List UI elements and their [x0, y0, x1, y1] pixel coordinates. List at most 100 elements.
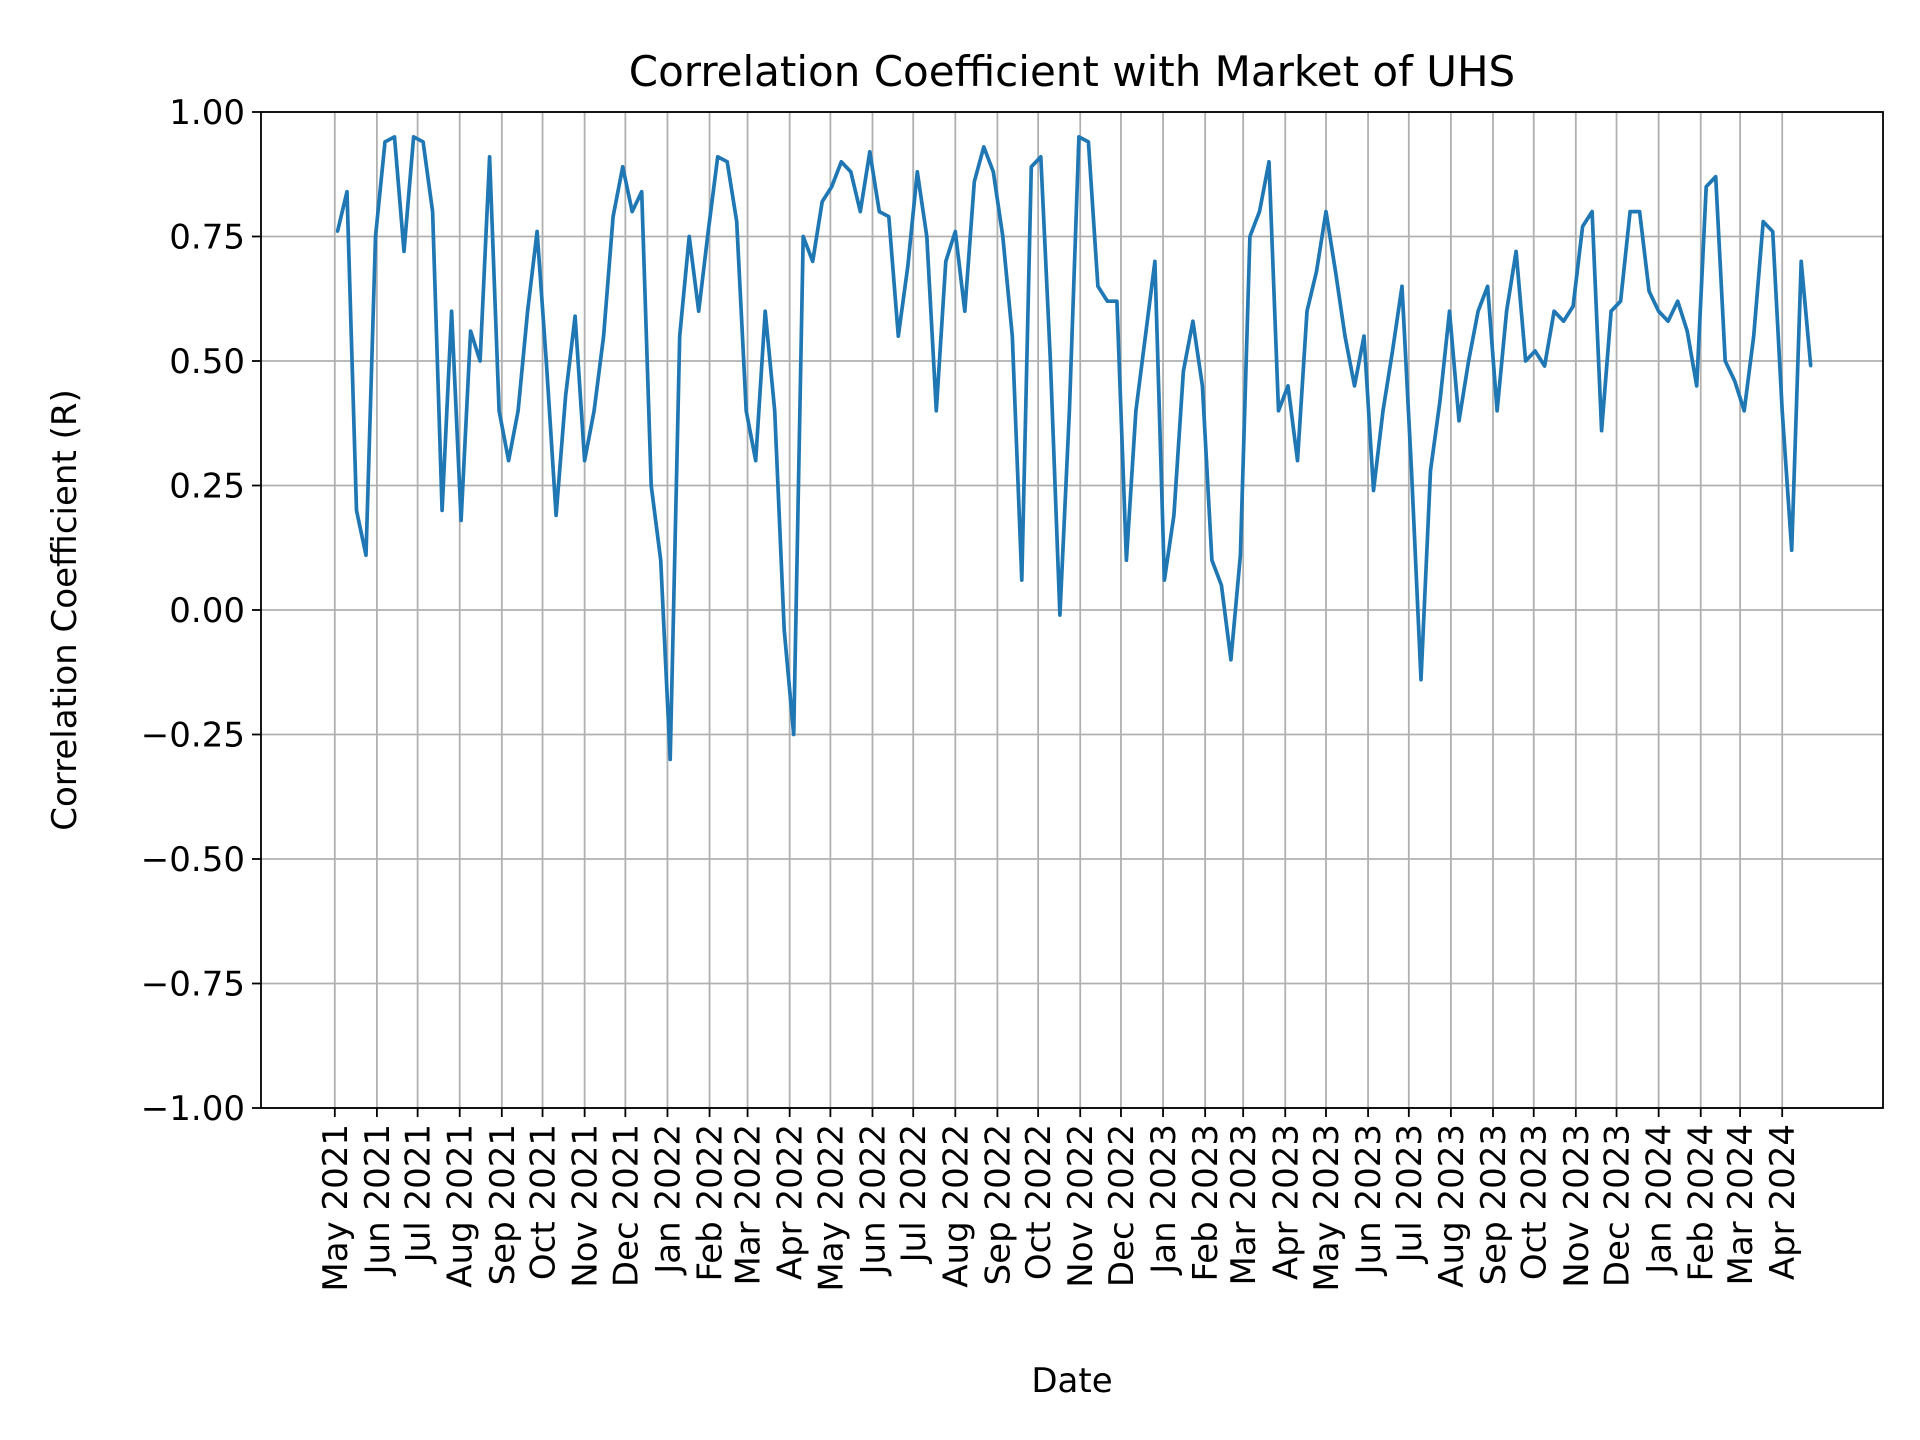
data-point [554, 513, 558, 517]
data-point [1448, 309, 1452, 313]
x-tick-label: Sep 2021 [483, 1124, 523, 1285]
data-point [678, 334, 682, 338]
data-point [697, 309, 701, 313]
y-axis-label: Correlation Coefficient (R) [45, 389, 85, 831]
data-point [668, 757, 672, 761]
x-tick-label: Jul 2021 [399, 1124, 439, 1264]
x-tick-label: Oct 2021 [524, 1124, 564, 1280]
data-point [1695, 384, 1699, 388]
data-point [896, 334, 900, 338]
data-point [1780, 409, 1784, 413]
y-tick-label: −0.75 [141, 965, 245, 1005]
data-point [1001, 235, 1005, 238]
data-point [611, 215, 615, 219]
data-point [944, 259, 948, 263]
data-point [1286, 384, 1290, 388]
data-point [744, 409, 748, 413]
data-point [953, 230, 957, 234]
data-point [773, 409, 777, 413]
x-tick-label: Jun 2021 [358, 1124, 398, 1276]
data-point [1495, 409, 1499, 413]
data-point [849, 170, 853, 174]
data-point [374, 235, 378, 238]
data-point [469, 329, 473, 333]
data-point [535, 230, 539, 234]
data-point [1172, 513, 1176, 517]
x-tick-label: Jan 2022 [648, 1124, 688, 1276]
data-point [602, 334, 606, 338]
x-tick-label: Nov 2023 [1557, 1124, 1597, 1288]
x-tick-label: Feb 2024 [1682, 1124, 1722, 1282]
data-point [450, 309, 454, 313]
y-tick-label: 0.75 [169, 218, 245, 258]
data-point [1077, 135, 1081, 139]
data-point [801, 235, 805, 238]
data-point [1276, 409, 1280, 413]
data-point [830, 185, 834, 189]
data-point [1467, 359, 1471, 363]
x-tick-label: Aug 2022 [936, 1124, 976, 1288]
x-tick-label: Jun 2023 [1349, 1124, 1389, 1276]
data-point [1143, 334, 1147, 338]
data-point [1666, 319, 1670, 323]
x-tick-label: Feb 2023 [1186, 1124, 1226, 1282]
data-point [1419, 678, 1423, 682]
data-point [877, 210, 881, 214]
data-point [488, 155, 492, 159]
data-point [1543, 364, 1547, 368]
data-point [526, 309, 530, 313]
data-point [1410, 469, 1414, 473]
data-point [1372, 488, 1376, 492]
data-point [1391, 349, 1395, 353]
data-point [1552, 309, 1556, 313]
data-point [1115, 299, 1119, 303]
data-point [972, 180, 976, 184]
data-point [1771, 230, 1775, 234]
y-tick-label: 0.00 [169, 591, 245, 631]
data-point [925, 235, 929, 238]
data-point [507, 459, 511, 463]
data-point [1571, 304, 1575, 308]
series-line [335, 135, 1813, 762]
data-point [716, 155, 720, 159]
data-point [1714, 175, 1718, 179]
data-point [1248, 235, 1252, 238]
data-point [640, 190, 644, 194]
x-tick-label: Oct 2023 [1515, 1124, 1555, 1280]
data-point [1590, 210, 1594, 214]
data-point [792, 733, 796, 736]
data-point [1191, 319, 1195, 323]
data-point [820, 200, 824, 204]
data-point [1619, 299, 1623, 303]
data-point [915, 170, 919, 174]
data-point [1048, 359, 1052, 363]
data-point [545, 364, 549, 368]
data-point [1105, 299, 1109, 303]
data-point [1267, 160, 1271, 164]
data-point [1704, 185, 1708, 189]
data-point [1124, 558, 1128, 562]
data-point [1685, 329, 1689, 333]
x-tick-label: Sep 2023 [1474, 1124, 1514, 1285]
data-point [1457, 419, 1461, 423]
data-point [1429, 469, 1433, 473]
x-tick-label: Jul 2023 [1390, 1124, 1430, 1264]
data-point [630, 210, 634, 214]
data-point [1761, 220, 1765, 224]
y-tick-label: 1.00 [169, 93, 245, 133]
data-point [1505, 309, 1509, 313]
data-point [1486, 284, 1490, 288]
data-point [963, 309, 967, 313]
data-point [1181, 369, 1185, 373]
data-point [421, 140, 425, 144]
data-point [1476, 309, 1480, 313]
data-point [1333, 269, 1337, 273]
x-tick-label: Sep 2022 [978, 1124, 1018, 1285]
data-point [1343, 334, 1347, 338]
data-point [1324, 210, 1328, 214]
x-tick-label: Apr 2022 [771, 1124, 811, 1280]
x-tick-label: Mar 2024 [1721, 1124, 1761, 1285]
data-point [1352, 384, 1356, 388]
data-point [364, 553, 368, 557]
data-point [991, 170, 995, 174]
